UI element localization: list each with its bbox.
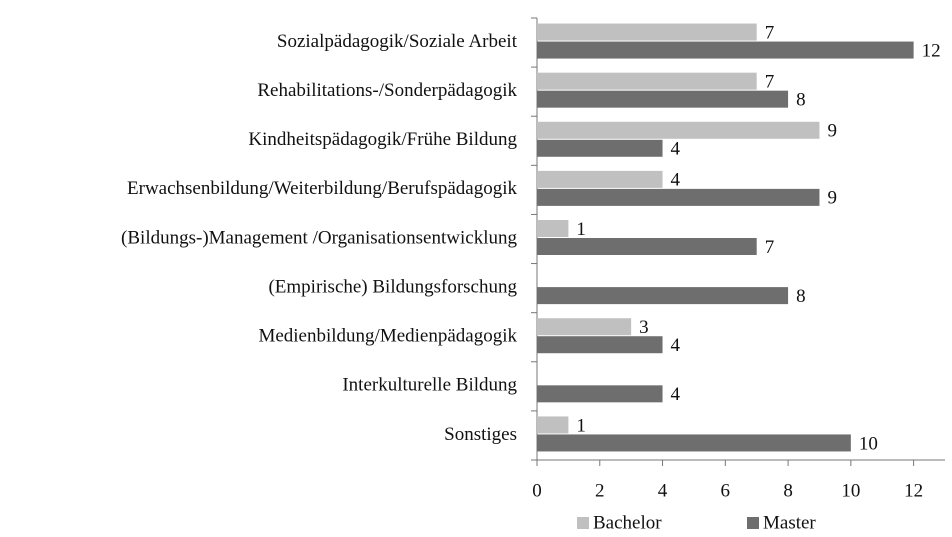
value-label: 7 bbox=[765, 22, 775, 43]
x-tick-label: 8 bbox=[783, 480, 793, 501]
y-tick-label: Sonstiges bbox=[444, 424, 517, 445]
y-tick-label: (Empirische) Bildungsforschung bbox=[268, 276, 517, 297]
bar bbox=[537, 318, 632, 336]
value-label: 12 bbox=[922, 40, 941, 61]
legend-label: Bachelor bbox=[593, 512, 662, 533]
legend-swatch bbox=[747, 517, 759, 529]
value-label: 4 bbox=[671, 170, 681, 191]
y-tick-label: Interkulturelle Bildung bbox=[342, 375, 517, 396]
value-label: 10 bbox=[859, 433, 878, 454]
y-tick-label: Erwachsenbildung/Weiterbildung/Berufspäd… bbox=[127, 178, 517, 199]
value-label: 8 bbox=[796, 90, 806, 111]
y-tick-label: Sozialpädagogik/Soziale Arbeit bbox=[277, 31, 518, 52]
legend-swatch bbox=[577, 517, 589, 529]
bar bbox=[537, 434, 851, 452]
value-label: 7 bbox=[765, 72, 775, 93]
bar bbox=[537, 287, 789, 305]
bar bbox=[537, 385, 663, 403]
x-tick-label: 4 bbox=[658, 480, 668, 501]
x-tick-label: 0 bbox=[532, 480, 542, 501]
value-label: 9 bbox=[827, 121, 837, 142]
value-label: 4 bbox=[671, 335, 681, 356]
bar bbox=[537, 72, 757, 90]
bar bbox=[537, 139, 663, 157]
legend-label: Master bbox=[763, 512, 816, 533]
bar bbox=[537, 23, 757, 41]
value-label: 7 bbox=[765, 237, 775, 258]
value-label: 3 bbox=[639, 317, 649, 338]
x-tick-label: 2 bbox=[595, 480, 605, 501]
value-label: 4 bbox=[671, 384, 681, 405]
x-tick-label: 10 bbox=[841, 480, 860, 501]
value-label: 1 bbox=[576, 219, 586, 240]
value-label: 1 bbox=[576, 415, 586, 436]
bar bbox=[537, 90, 789, 108]
bar bbox=[537, 220, 569, 237]
bar bbox=[537, 121, 820, 139]
y-tick-label: Medienbildung/Medienpädagogik bbox=[258, 326, 517, 347]
y-tick-label: Kindheitspädagogik/Frühe Bildung bbox=[248, 129, 517, 150]
bar bbox=[537, 41, 914, 59]
bar bbox=[537, 170, 663, 188]
value-label: 4 bbox=[671, 139, 681, 160]
x-tick-label: 12 bbox=[904, 480, 923, 501]
bar bbox=[537, 238, 757, 255]
value-label: 9 bbox=[827, 188, 837, 209]
bar bbox=[537, 188, 820, 206]
y-tick-label: (Bildungs-)Management /Organisationsentw… bbox=[121, 227, 517, 248]
x-tick-label: 6 bbox=[721, 480, 731, 501]
bar bbox=[537, 336, 663, 354]
value-label: 8 bbox=[796, 286, 806, 307]
y-tick-label: Rehabilitations-/Sonderpädagogik bbox=[257, 80, 517, 101]
bar bbox=[537, 416, 569, 434]
